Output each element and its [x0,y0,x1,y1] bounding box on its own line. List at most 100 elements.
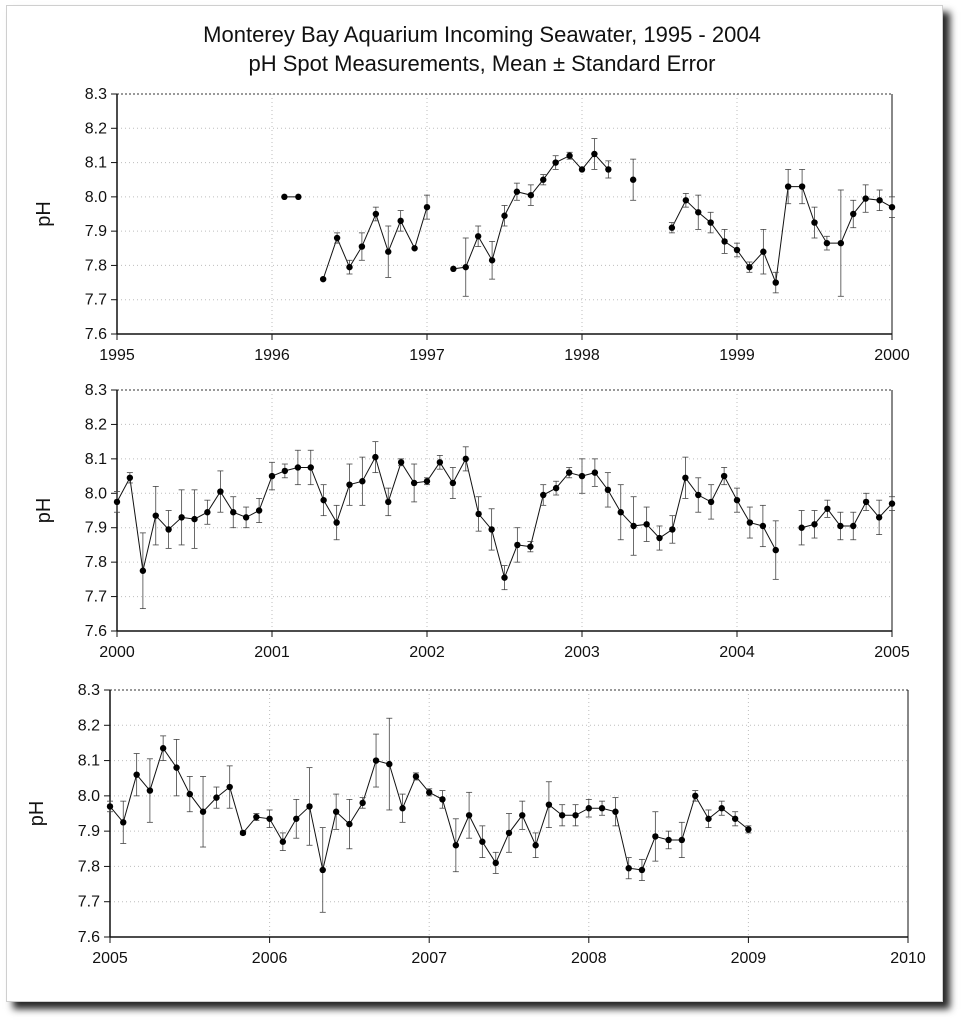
x-tick-label: 2005 [874,644,910,661]
data-point [707,219,714,226]
data-point [242,514,250,521]
data-point [772,279,779,286]
data-point [695,491,702,499]
y-tick-label: 8.2 [78,717,100,734]
data-point [410,479,418,487]
data-point [133,771,140,778]
data-point [682,197,690,204]
data-point [784,183,792,190]
data-point [875,514,883,521]
data-point [462,263,469,271]
data-point [307,464,314,471]
data-point [566,152,573,159]
y-tick-label: 7.7 [85,589,107,606]
data-point [578,166,586,173]
x-tick-label: 1999 [719,347,755,364]
data-point [319,275,327,283]
data-point [862,195,869,202]
data-point [226,783,233,791]
data-point [492,859,499,867]
data-point [692,792,699,800]
data-point [505,829,513,837]
data-point [230,509,237,516]
y-tick-label: 7.6 [85,623,107,640]
data-point [798,524,805,531]
y-tick-label: 7.9 [78,823,100,840]
data-point [572,812,579,819]
data-point [397,459,405,466]
data-point [452,842,460,849]
y-tick-label: 8.3 [78,682,100,699]
data-point [488,257,496,264]
data-point [638,866,646,874]
data-point [173,764,180,771]
x-tick-label: 2001 [254,644,290,661]
data-point [146,787,154,794]
data-point [514,541,521,549]
data-point [612,808,619,815]
data-point [527,191,535,199]
data-point [625,864,632,872]
data-point [423,478,431,485]
y-axis-label: pH [33,201,55,227]
data-point [281,193,288,201]
y-tick-label: 7.8 [78,858,100,875]
data-point [204,509,211,516]
x-tick-label: 2002 [409,644,445,661]
y-tick-label: 8.3 [85,382,107,399]
data-point [293,815,300,822]
data-point [850,210,857,218]
y-tick-label: 8.2 [85,120,107,137]
data-point [449,479,457,487]
data-point [295,193,302,201]
data-point [823,239,831,247]
data-point [540,491,547,499]
data-point [372,210,380,218]
x-tick-label: 2000 [874,347,910,364]
x-tick-label: 1998 [564,347,600,364]
data-point [798,183,806,190]
data-point [501,212,508,219]
data-point [281,467,289,475]
data-point [745,826,752,833]
data-point [558,812,566,819]
series-line [671,186,893,285]
series-line [453,153,609,270]
data-point [591,469,599,476]
y-tick-label: 7.7 [85,292,107,309]
data-point [876,197,883,204]
data-point [545,801,553,808]
data-point [837,522,844,530]
y-tick-label: 8.1 [85,451,107,468]
y-axis-label: pH [33,498,55,524]
data-point [652,833,659,840]
data-point [532,842,539,849]
x-tick-label: 1997 [409,347,445,364]
data-point [159,745,167,752]
data-point [436,459,444,466]
data-point [705,815,712,822]
data-point [385,248,392,255]
data-point [605,166,612,173]
series-line [801,501,893,529]
data-point [837,239,845,247]
data-point [733,246,741,254]
data-point [678,836,686,844]
data-point [695,209,702,216]
data-point [139,567,147,574]
data-point [439,796,446,803]
data-point [113,498,121,506]
data-point [585,805,592,812]
y-axis-label: pH [26,801,48,827]
data-point [527,543,534,550]
data-point [811,521,818,528]
data-point [266,815,273,822]
data-point [862,498,870,506]
data-point [475,510,482,518]
x-tick-label: 2006 [252,950,288,967]
data-point [358,243,366,250]
data-point [346,481,353,488]
data-point [656,534,663,542]
data-point [519,812,526,819]
